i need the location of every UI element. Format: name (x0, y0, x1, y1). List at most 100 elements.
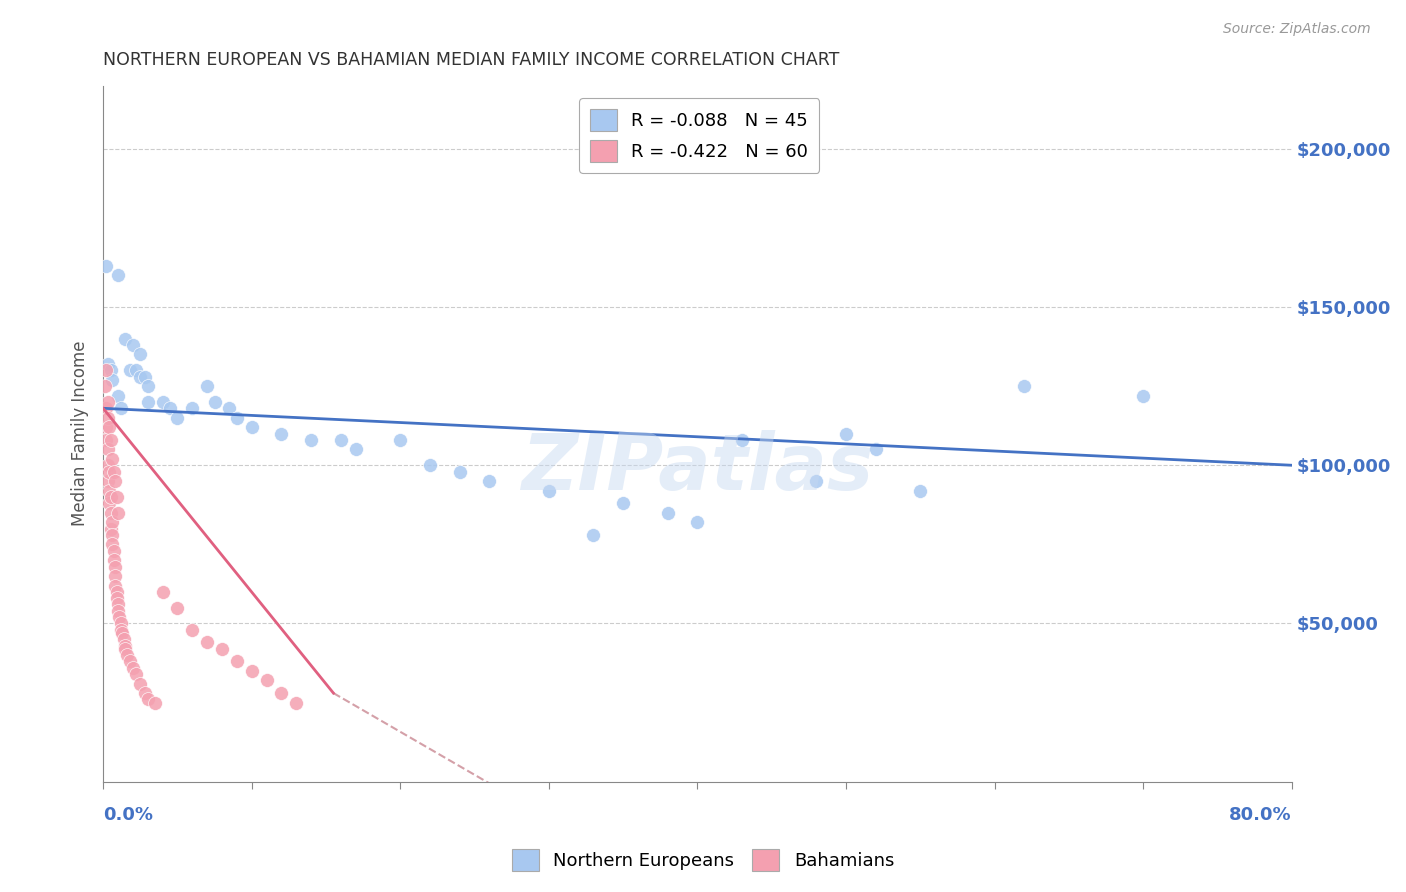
Point (114, 332, 136, 346)
Point (389, 433, 412, 447)
Point (118, 655, 141, 669)
Point (211, 641, 233, 656)
Text: NORTHERN EUROPEAN VS BAHAMIAN MEDIAN FAMILY INCOME CORRELATION CHART: NORTHERN EUROPEAN VS BAHAMIAN MEDIAN FAM… (103, 51, 839, 69)
Point (94, 433, 117, 447)
Text: ZIPatlas: ZIPatlas (522, 431, 873, 507)
Point (104, 569, 127, 583)
Point (118, 363, 141, 377)
Point (731, 433, 754, 447)
Point (94, 401, 117, 416)
Point (110, 623, 132, 637)
Point (100, 433, 122, 447)
Point (181, 401, 204, 416)
Point (152, 584, 174, 599)
Legend: R = -0.088   N = 45, R = -0.422   N = 60: R = -0.088 N = 45, R = -0.422 N = 60 (579, 98, 820, 173)
Point (93, 379, 115, 393)
Point (240, 420, 263, 434)
Point (1132, 389, 1154, 403)
Point (612, 496, 634, 510)
Point (101, 373, 124, 387)
Point (100, 490, 122, 504)
Point (129, 369, 152, 384)
Point (478, 474, 501, 488)
Point (270, 426, 292, 441)
Point (108, 610, 131, 624)
Point (111, 626, 134, 640)
Point (105, 591, 128, 606)
Point (105, 584, 128, 599)
Point (94, 259, 117, 273)
Point (107, 604, 129, 618)
Point (97, 442, 120, 457)
Point (125, 667, 148, 681)
Point (98, 465, 121, 479)
Point (98, 496, 121, 510)
Point (136, 379, 159, 393)
Point (101, 537, 124, 551)
Text: 0.0%: 0.0% (103, 806, 153, 824)
Point (112, 632, 135, 647)
Point (114, 641, 136, 656)
Point (107, 506, 129, 520)
Point (686, 515, 709, 529)
Point (110, 401, 132, 416)
Point (225, 410, 247, 425)
Legend: Northern Europeans, Bahamians: Northern Europeans, Bahamians (505, 842, 901, 879)
Point (419, 458, 441, 473)
Point (104, 474, 127, 488)
Point (114, 639, 136, 653)
Point (195, 379, 218, 393)
Point (105, 490, 128, 504)
Point (129, 676, 152, 690)
Point (100, 522, 122, 536)
Point (256, 673, 278, 688)
Point (107, 268, 129, 283)
Point (134, 686, 156, 700)
Point (1014, 379, 1036, 393)
Point (103, 553, 125, 567)
Point (582, 528, 605, 542)
Point (865, 442, 887, 457)
Point (107, 389, 129, 403)
Point (344, 442, 367, 457)
Point (104, 578, 127, 592)
Point (449, 465, 471, 479)
Point (101, 515, 124, 529)
Text: 80.0%: 80.0% (1229, 806, 1292, 824)
Point (98, 420, 121, 434)
Point (121, 338, 143, 352)
Point (218, 401, 240, 416)
Point (285, 696, 308, 710)
Point (657, 506, 679, 520)
Point (125, 363, 148, 377)
Point (103, 543, 125, 558)
Point (94, 420, 117, 434)
Point (110, 616, 132, 631)
Point (910, 483, 932, 498)
Point (240, 664, 263, 678)
Point (152, 395, 174, 409)
Point (806, 474, 828, 488)
Point (159, 401, 181, 416)
Y-axis label: Median Family Income: Median Family Income (72, 341, 89, 526)
Point (204, 395, 226, 409)
Point (103, 465, 125, 479)
Point (329, 433, 352, 447)
Point (136, 692, 159, 706)
Point (166, 410, 188, 425)
Point (225, 655, 247, 669)
Point (299, 433, 322, 447)
Point (101, 451, 124, 466)
Point (94, 363, 117, 377)
Point (195, 635, 218, 649)
Point (97, 474, 120, 488)
Point (98, 483, 121, 498)
Point (270, 686, 292, 700)
Point (537, 483, 560, 498)
Point (121, 661, 143, 675)
Point (166, 600, 188, 615)
Point (97, 395, 120, 409)
Point (97, 357, 120, 371)
Point (835, 426, 858, 441)
Point (129, 347, 152, 361)
